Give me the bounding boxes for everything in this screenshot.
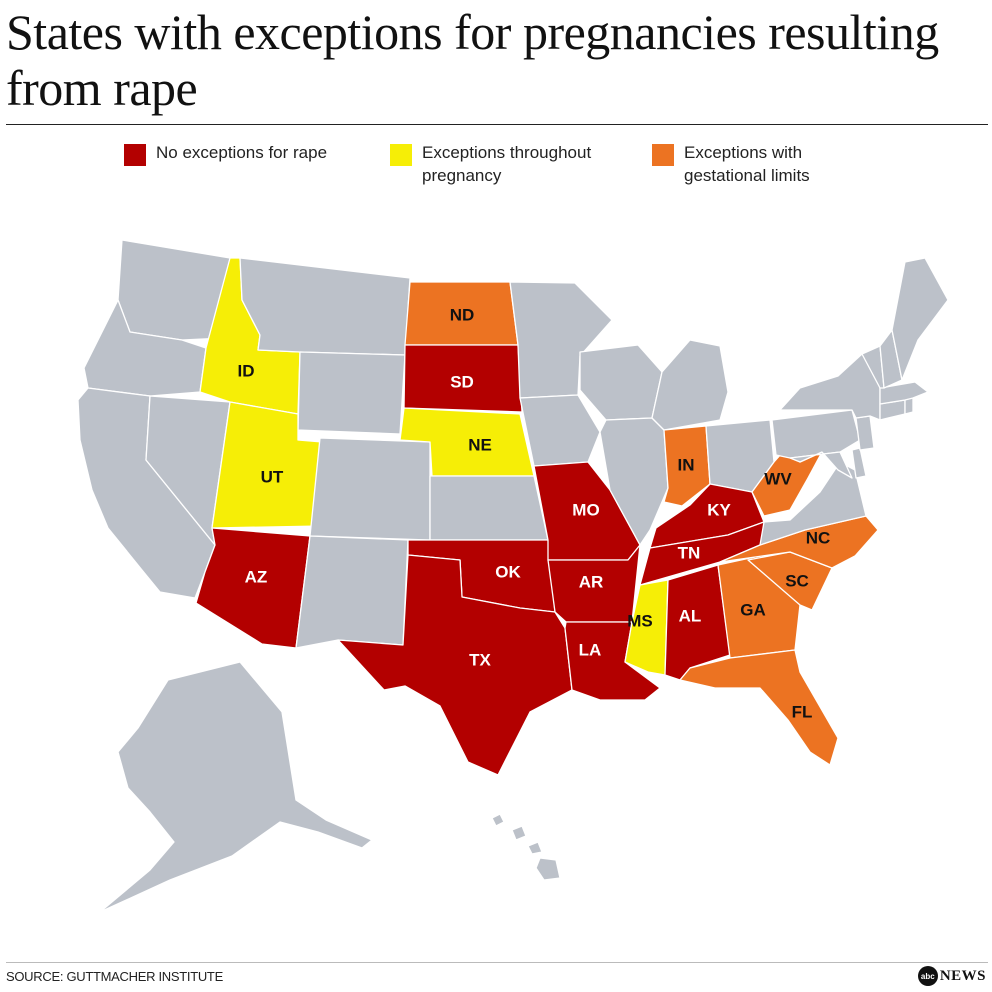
state-label-GA: GA <box>740 600 766 619</box>
map-title: States with exceptions for pregnancies r… <box>6 4 939 116</box>
legend-swatch-throughout <box>390 144 412 166</box>
legend-swatch-gestational <box>652 144 674 166</box>
state-ME <box>891 257 949 381</box>
state-label-UT: UT <box>261 467 284 486</box>
state-label-SD: SD <box>450 372 474 391</box>
footer-divider <box>6 962 988 963</box>
state-label-TN: TN <box>678 543 701 562</box>
news-wordmark: NEWS <box>939 967 986 984</box>
state-SD <box>403 344 523 413</box>
state-label-OK: OK <box>495 562 521 581</box>
state-IA <box>519 394 601 467</box>
state-MA <box>879 381 929 405</box>
state-label-SC: SC <box>785 571 809 590</box>
state-WY <box>297 351 406 435</box>
state-label-NC: NC <box>806 528 831 547</box>
legend-item-no-exceptions: No exceptions for rape <box>124 141 327 166</box>
state-label-LA: LA <box>579 640 602 659</box>
state-label-ID: ID <box>238 361 255 380</box>
state-PA <box>771 409 861 459</box>
state-label-WV: WV <box>764 469 792 488</box>
state-label-NE: NE <box>468 435 492 454</box>
state-DE <box>851 447 867 479</box>
state-FL <box>679 649 839 766</box>
us-map: ID UT NE MS ND IN WV NC SC GA FL SD AZ TX OK MO AR LA TN KY… <box>77 239 949 913</box>
legend-label-gestational: Exceptions with gestational limits <box>684 143 810 185</box>
abc-logo-icon: abc <box>917 966 938 986</box>
state-TX <box>337 554 573 776</box>
source-credit: SOURCE: GUTTMACHER INSTITUTE <box>6 969 223 984</box>
state-MT <box>239 257 411 356</box>
state-KS <box>429 475 549 541</box>
legend-item-gestational: Exceptions with gestational limits <box>652 141 810 187</box>
state-label-AL: AL <box>679 606 702 625</box>
legend-swatch-no-exceptions <box>124 144 146 166</box>
title-divider <box>6 124 988 125</box>
state-MN <box>509 281 613 399</box>
state-WI <box>579 344 663 421</box>
state-label-IN: IN <box>678 455 695 474</box>
state-label-ND: ND <box>450 305 475 324</box>
state-NY <box>779 353 881 421</box>
state-label-KY: KY <box>707 500 731 519</box>
state-RI <box>904 397 914 415</box>
state-MD <box>789 451 853 479</box>
state-AK <box>99 661 373 913</box>
state-label-FL: FL <box>792 702 813 721</box>
state-NM <box>295 535 409 649</box>
state-label-AZ: AZ <box>245 567 268 586</box>
legend-item-throughout: Exceptions throughout pregnancy <box>390 141 591 187</box>
legend-label-throughout: Exceptions throughout pregnancy <box>422 143 592 185</box>
state-MI <box>651 339 729 431</box>
legend: No exceptions for rape Exceptions throug… <box>0 141 992 191</box>
state-NJ <box>855 415 875 451</box>
state-CO <box>309 437 431 541</box>
state-label-MS: MS <box>627 611 653 630</box>
legend-label-no-exceptions: No exceptions for rape <box>156 143 328 162</box>
abc-news-logo: abc NEWS <box>917 966 986 986</box>
state-HI <box>491 813 561 881</box>
state-label-TX: TX <box>469 650 491 669</box>
state-label-AR: AR <box>579 572 604 591</box>
state-label-MO: MO <box>572 500 599 519</box>
